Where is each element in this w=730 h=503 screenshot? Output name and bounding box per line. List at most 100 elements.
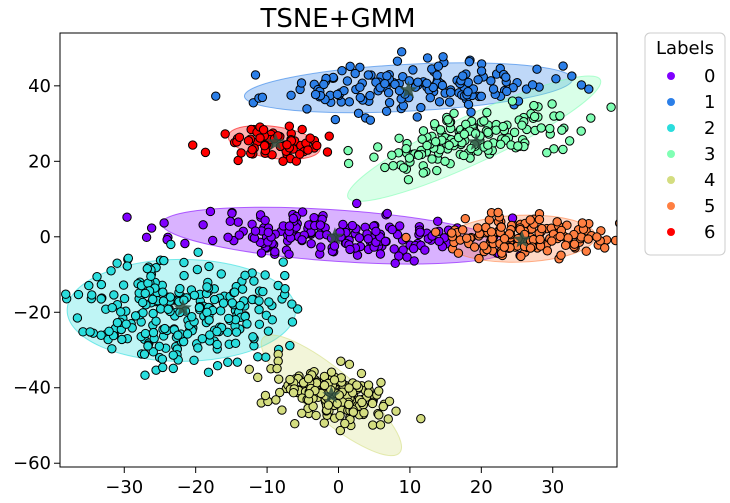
point-1 bbox=[413, 77, 423, 87]
point-3 bbox=[373, 142, 383, 152]
point-3 bbox=[549, 144, 559, 154]
point-2 bbox=[96, 294, 106, 304]
legend-label-4: 4 bbox=[704, 170, 715, 191]
point-1 bbox=[422, 78, 432, 89]
point-3 bbox=[388, 161, 398, 171]
point-0 bbox=[315, 220, 326, 230]
point-5 bbox=[461, 233, 472, 243]
point-4 bbox=[253, 372, 263, 383]
point-4 bbox=[290, 419, 300, 429]
point-1 bbox=[486, 76, 496, 86]
point-3 bbox=[404, 153, 415, 163]
point-2 bbox=[148, 347, 158, 357]
point-5 bbox=[499, 233, 510, 244]
center-star-4 bbox=[322, 385, 341, 403]
point-2 bbox=[216, 269, 226, 279]
point-2 bbox=[61, 289, 71, 299]
point-1 bbox=[310, 89, 321, 100]
point-2 bbox=[227, 298, 237, 308]
point-6 bbox=[305, 133, 315, 143]
point-2 bbox=[263, 326, 274, 336]
point-1 bbox=[296, 78, 307, 88]
point-0 bbox=[433, 216, 443, 227]
point-3 bbox=[387, 150, 397, 160]
point-2 bbox=[204, 315, 214, 325]
point-1 bbox=[382, 71, 392, 81]
point-1 bbox=[432, 70, 442, 80]
point-4 bbox=[285, 374, 295, 385]
point-0 bbox=[409, 256, 419, 266]
y-tick-label: −60 bbox=[13, 453, 51, 474]
point-4 bbox=[297, 408, 307, 419]
point-2 bbox=[189, 290, 200, 300]
point-3 bbox=[413, 150, 424, 160]
point-5 bbox=[496, 222, 506, 232]
point-0 bbox=[159, 218, 169, 228]
point-3 bbox=[394, 133, 404, 143]
point-3 bbox=[343, 158, 354, 169]
point-2 bbox=[231, 327, 242, 337]
point-2 bbox=[112, 317, 123, 328]
point-5 bbox=[534, 214, 545, 225]
point-2 bbox=[151, 316, 161, 326]
point-0 bbox=[375, 249, 386, 259]
point-2 bbox=[264, 297, 274, 307]
point-2 bbox=[193, 343, 203, 353]
point-6 bbox=[278, 156, 288, 166]
point-6 bbox=[284, 121, 295, 131]
point-5 bbox=[577, 218, 588, 228]
point-0 bbox=[402, 252, 412, 262]
center-star-0 bbox=[325, 227, 344, 245]
point-2 bbox=[158, 296, 169, 306]
point-2 bbox=[189, 355, 199, 365]
point-0 bbox=[233, 217, 243, 227]
point-2 bbox=[203, 367, 214, 378]
legend-marker-4 bbox=[667, 176, 675, 184]
point-2 bbox=[96, 279, 107, 290]
point-2 bbox=[212, 326, 222, 337]
center-star-6 bbox=[266, 132, 285, 151]
point-3 bbox=[343, 145, 353, 156]
legend-marker-3 bbox=[667, 150, 675, 158]
point-2 bbox=[85, 327, 95, 337]
point-3 bbox=[558, 144, 568, 155]
point-4 bbox=[319, 380, 330, 391]
point-0 bbox=[316, 242, 326, 252]
point-1 bbox=[384, 97, 395, 108]
point-4 bbox=[335, 410, 345, 421]
point-3 bbox=[417, 134, 427, 144]
point-6 bbox=[282, 140, 292, 150]
x-tick-label: 10 bbox=[398, 477, 421, 498]
point-2 bbox=[187, 312, 197, 322]
point-4 bbox=[383, 414, 393, 424]
point-2 bbox=[73, 289, 84, 300]
point-0 bbox=[347, 220, 358, 231]
point-2 bbox=[182, 329, 193, 339]
point-6 bbox=[220, 129, 230, 139]
point-5 bbox=[552, 217, 562, 227]
x-tick-label: −30 bbox=[105, 477, 143, 498]
point-2 bbox=[175, 283, 185, 294]
point-3 bbox=[479, 116, 489, 126]
point-2 bbox=[267, 315, 277, 325]
point-2 bbox=[143, 341, 153, 351]
point-0 bbox=[284, 249, 294, 259]
point-0 bbox=[352, 198, 362, 209]
point-4 bbox=[272, 363, 282, 374]
point-2 bbox=[229, 287, 240, 297]
point-6 bbox=[259, 141, 270, 151]
point-1 bbox=[211, 91, 221, 101]
center-star-5 bbox=[512, 230, 532, 248]
point-2 bbox=[72, 313, 83, 323]
point-1 bbox=[433, 61, 444, 71]
point-0 bbox=[395, 221, 405, 231]
point-5 bbox=[458, 225, 468, 235]
point-2 bbox=[204, 261, 214, 272]
point-5 bbox=[469, 242, 480, 252]
legend-label-6: 6 bbox=[704, 222, 715, 243]
point-2 bbox=[123, 253, 134, 263]
x-axis: −30 −20 −10 0 10 20 30 bbox=[105, 467, 564, 498]
point-0 bbox=[420, 245, 430, 255]
point-2 bbox=[106, 266, 116, 276]
point-4 bbox=[367, 398, 378, 409]
